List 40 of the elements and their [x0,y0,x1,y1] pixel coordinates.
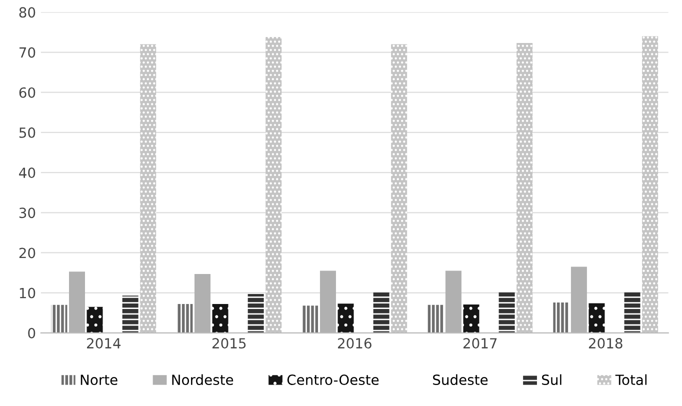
bar [302,306,318,333]
bar [212,304,228,333]
y-tick-label: 0 [28,328,36,338]
bar [338,304,354,333]
bar [248,294,264,333]
y-tick-label: 80 [19,7,36,18]
y-tick-label: 70 [20,47,36,58]
x-tick-label: 2016 [338,338,372,349]
x-tick-label: 2017 [463,338,497,349]
bar [86,306,103,333]
legend-label: Sul [542,374,562,386]
x-tick-label: 2015 [212,338,246,349]
bar [553,302,570,333]
bar [176,304,193,333]
legend-label: Centro-Oeste [287,374,379,386]
bar [373,292,390,333]
x-tick-label: 2018 [588,338,622,349]
y-tick-label: 40 [19,168,36,178]
bar [498,292,515,333]
legend-label: Total [615,374,647,386]
bar [588,303,605,333]
bar [624,292,640,333]
bar [122,296,138,333]
text: Sudeste [433,374,488,386]
bar [463,304,480,333]
bar [266,37,282,333]
bar [140,44,156,333]
bar [516,43,533,333]
y-tick-label: 30 [19,208,36,218]
legend-label: Nordeste [172,374,234,386]
y-tick-label: 50 [19,127,36,138]
bar [642,36,658,333]
y-tick-label: 60 [19,87,36,98]
bar [428,304,444,333]
legend-label: Norte [80,374,118,386]
bar [391,44,408,333]
y-tick-label: 20 [19,248,36,258]
x-tick-label: 2014 [87,338,121,349]
bar [51,304,68,333]
y-tick-label: 10 [20,288,36,298]
